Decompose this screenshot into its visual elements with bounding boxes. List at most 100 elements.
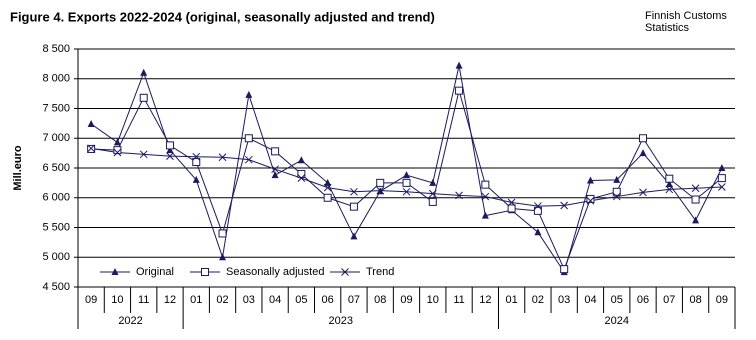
marker xyxy=(691,184,700,193)
marker xyxy=(455,86,464,95)
marker xyxy=(428,197,437,206)
source: Statistics xyxy=(645,22,690,34)
marker xyxy=(324,178,332,186)
marker xyxy=(349,202,358,211)
x-tick-label: 07 xyxy=(348,294,360,306)
group-label: 2022 xyxy=(118,315,142,327)
x-tick-label: 09 xyxy=(716,294,728,306)
x-tick-label: 10 xyxy=(427,294,439,306)
marker xyxy=(113,138,121,146)
marker xyxy=(87,119,95,127)
marker xyxy=(402,187,411,196)
x-tick-label: 05 xyxy=(295,294,307,306)
legend-bg xyxy=(188,265,320,279)
marker xyxy=(297,156,305,164)
marker xyxy=(271,171,279,179)
x-tick-label: 08 xyxy=(689,294,701,306)
marker xyxy=(481,180,490,189)
marker xyxy=(219,253,227,261)
y-axis-label: Mill.euro xyxy=(12,145,24,191)
x-tick-label: 06 xyxy=(637,294,649,306)
marker xyxy=(323,193,332,202)
marker xyxy=(297,169,306,178)
marker xyxy=(455,61,463,69)
marker xyxy=(428,189,437,198)
marker xyxy=(245,90,253,98)
group-label: 2024 xyxy=(604,315,628,327)
x-tick-label: 07 xyxy=(663,294,675,306)
x-tick-label: 04 xyxy=(584,294,596,306)
marker xyxy=(718,183,726,191)
series-line xyxy=(90,65,723,274)
y-tick-label: 4 500 xyxy=(42,281,70,293)
marker xyxy=(612,187,621,196)
y-tick-label: 5 000 xyxy=(42,251,70,263)
marker xyxy=(350,232,358,240)
x-tick-label: 12 xyxy=(479,294,491,306)
marker xyxy=(507,204,516,213)
y-tick-label: 8 000 xyxy=(42,73,70,85)
marker xyxy=(533,206,542,215)
marker xyxy=(376,178,385,187)
marker xyxy=(481,192,490,201)
group-label: 2023 xyxy=(329,315,353,327)
marker xyxy=(271,147,280,156)
legend-label: Original xyxy=(136,266,174,278)
marker xyxy=(429,178,437,186)
x-tick-label: 01 xyxy=(505,294,517,306)
x-tick-label: 03 xyxy=(243,294,255,306)
x-tick-label: 01 xyxy=(190,294,202,306)
marker xyxy=(481,211,489,219)
marker xyxy=(402,178,411,187)
marker xyxy=(586,194,595,203)
marker xyxy=(166,152,174,160)
marker xyxy=(665,174,674,183)
x-tick-label: 09 xyxy=(85,294,97,306)
source: Finnish Customs xyxy=(645,10,727,22)
marker xyxy=(244,155,253,164)
y-tick-label: 6 000 xyxy=(42,192,70,204)
marker xyxy=(718,164,726,171)
marker xyxy=(218,229,227,238)
marker xyxy=(376,186,385,195)
marker xyxy=(507,198,516,207)
legend-bg xyxy=(98,265,178,279)
marker xyxy=(165,141,174,150)
marker xyxy=(113,146,122,155)
marker xyxy=(665,185,674,194)
marker xyxy=(139,150,148,159)
x-tick-label: 06 xyxy=(322,294,334,306)
y-tick-label: 6 500 xyxy=(42,162,70,174)
marker xyxy=(111,268,119,275)
marker xyxy=(639,134,648,143)
marker xyxy=(586,176,594,184)
marker xyxy=(534,202,542,210)
marker xyxy=(560,265,569,274)
marker xyxy=(639,188,647,197)
marker xyxy=(166,146,174,154)
legend-label: Seasonally adjusted xyxy=(226,266,324,278)
y-tick-label: 7 000 xyxy=(42,132,70,144)
marker xyxy=(665,180,673,188)
legend-label: Trend xyxy=(366,266,394,278)
y-tick-label: 7 500 xyxy=(42,102,70,114)
x-tick-label: 09 xyxy=(400,294,412,306)
marker xyxy=(534,228,542,236)
x-tick-label: 04 xyxy=(269,294,281,306)
marker xyxy=(87,144,95,153)
x-tick-label: 12 xyxy=(164,294,176,306)
x-tick-label: 08 xyxy=(374,294,386,306)
x-tick-label: 05 xyxy=(611,294,623,306)
y-tick-label: 8 500 xyxy=(42,43,70,55)
marker xyxy=(297,174,306,182)
marker xyxy=(244,134,253,143)
marker xyxy=(271,165,279,174)
marker xyxy=(113,148,122,157)
marker xyxy=(691,195,700,204)
x-tick-label: 10 xyxy=(111,294,123,306)
marker xyxy=(192,158,201,167)
marker xyxy=(323,183,332,192)
marker xyxy=(586,196,595,205)
marker xyxy=(560,201,569,210)
x-tick-label: 03 xyxy=(558,294,570,306)
